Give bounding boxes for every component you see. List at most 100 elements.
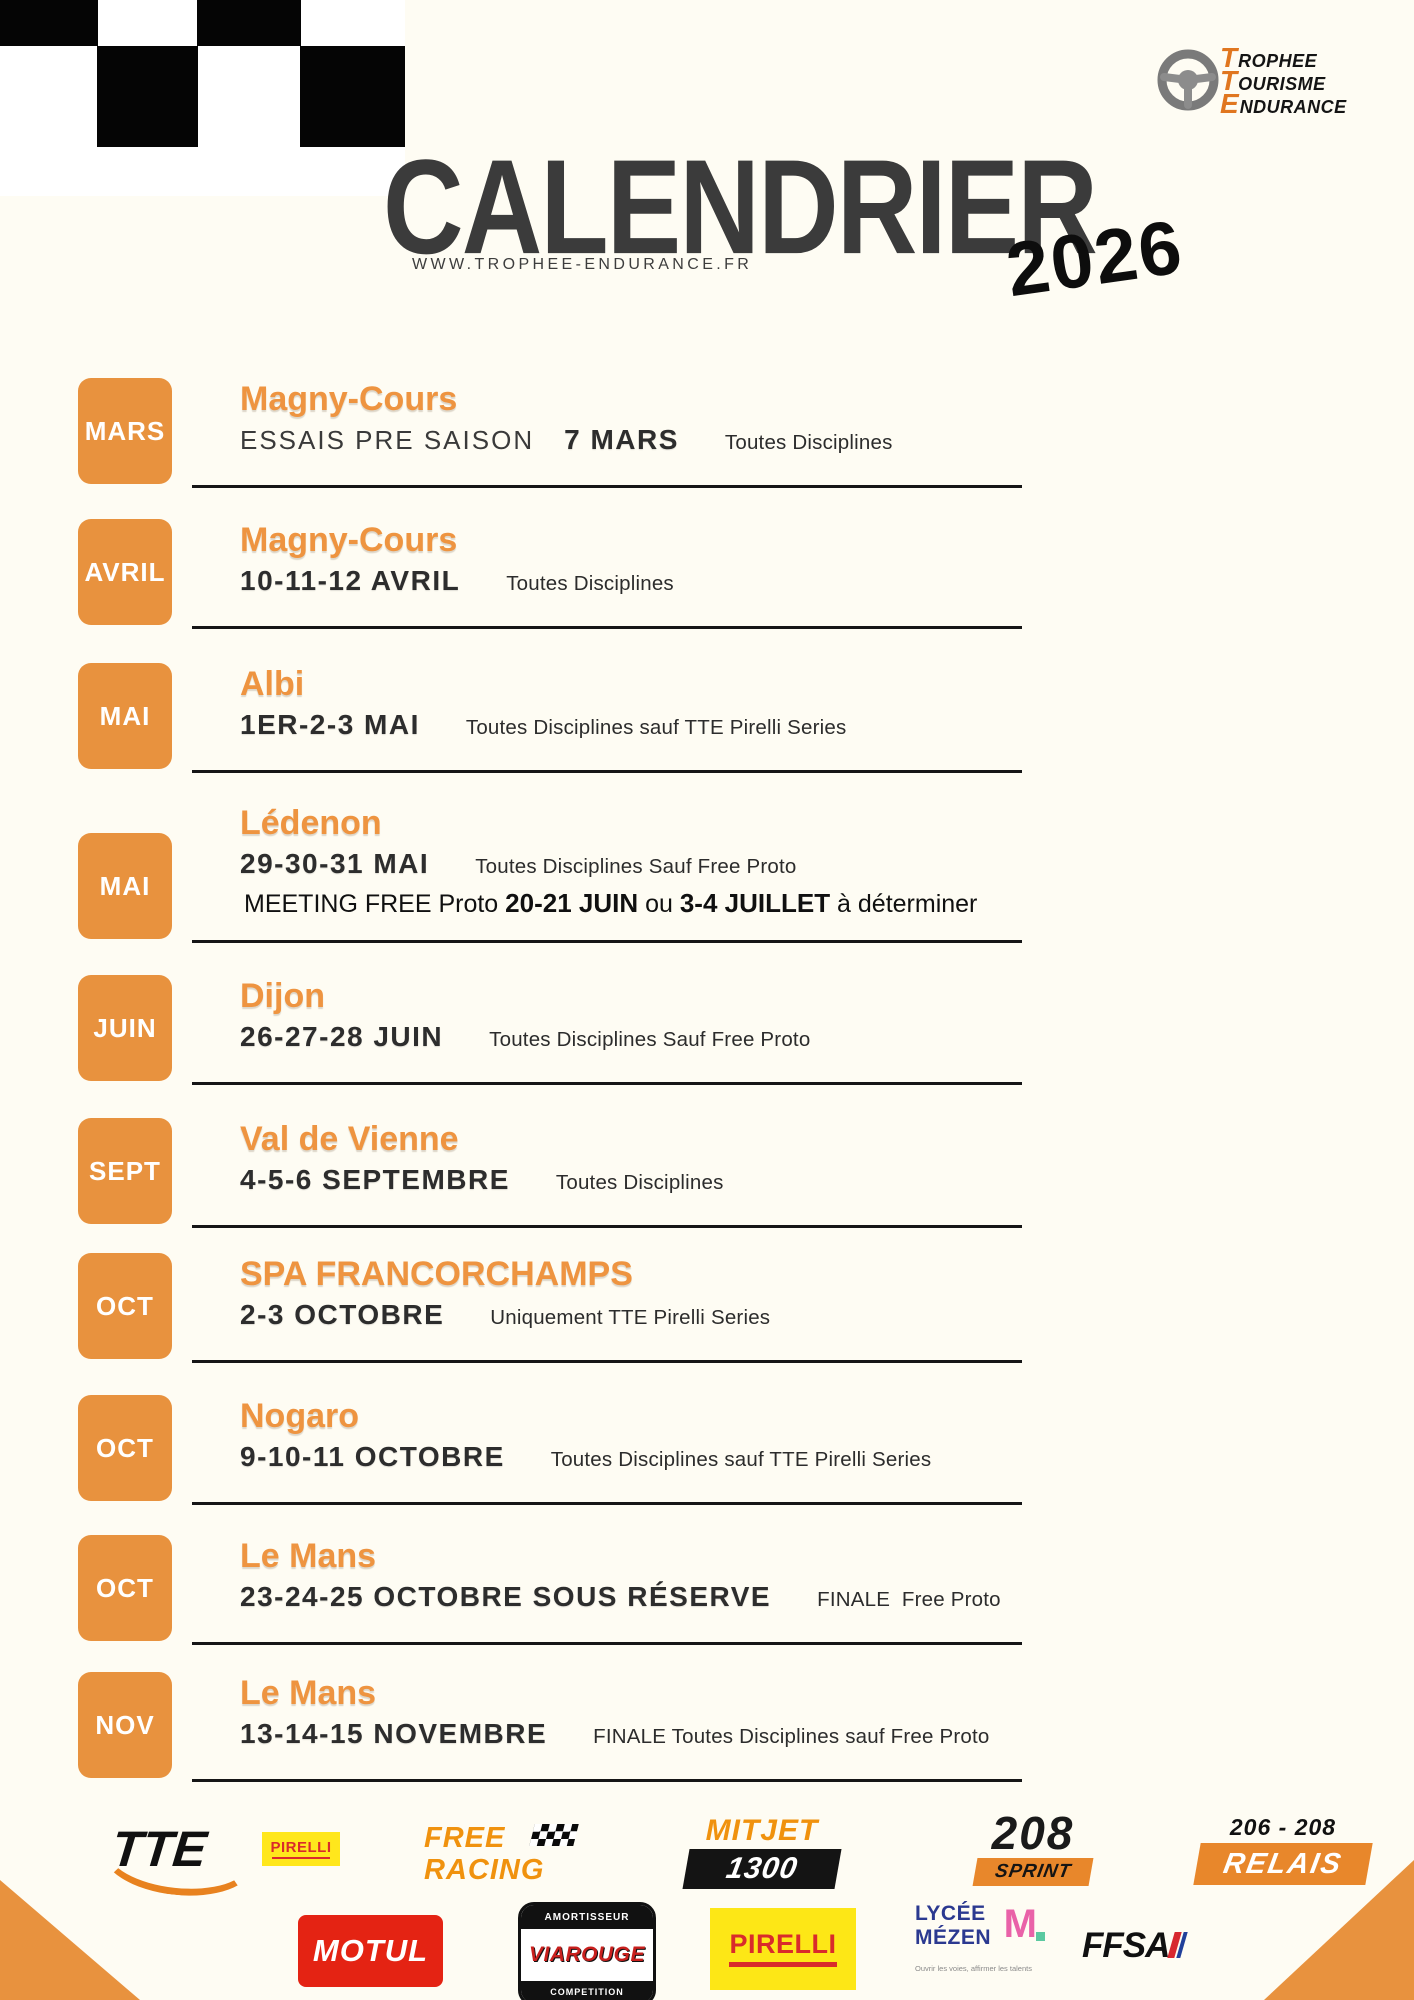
sponsor-lycee-mezen-logo: LYCÉE MÉZEN M Ouvrir les voies, affirmer…: [915, 1902, 1055, 1998]
event-disciplines-note: Uniquement TTE Pirelli Series: [490, 1306, 771, 1329]
event-date-line: 1ER-2-3 MAI Toutes Disciplines sauf TTE P…: [240, 711, 846, 739]
event-disciplines-note: Toutes Disciplines Sauf Free Proto: [475, 855, 797, 878]
page-title: CALENDRIER: [383, 132, 1098, 283]
206-208-text: 206 - 208: [1229, 1814, 1337, 1840]
pirelli-text: PIRELLI: [729, 1929, 837, 1959]
event-extra-line: MEETING FREE Proto 20-21 JUIN ou 3-4 JUI…: [244, 890, 977, 917]
free-racing-line2: RACING: [424, 1854, 545, 1886]
sponsor-viarouge-logo: AMORTISSEUR VIAROUGE COMPETITION: [518, 1902, 656, 2000]
event-row: OCT Nogaro 9-10-11 OCTOBRE Toutes Disciplin…: [0, 1395, 1414, 1525]
event-date-line: 13-14-15 NOVEMBRE FINALE Toutes Disciplin…: [240, 1720, 990, 1748]
event-row: MAI Lédenon 29-30-31 MAI Toutes Disciplines…: [0, 806, 1414, 963]
sponsor-ffsa-logo: FFSA: [1082, 1920, 1212, 1970]
mezen-dot: [1036, 1932, 1045, 1941]
viarouge-top-text: AMORTISSEUR: [521, 1905, 653, 1929]
event-date: 26-27-28 JUIN: [240, 1021, 444, 1052]
tte-logo-line: T ROPHEE: [1220, 44, 1347, 72]
event-extra-segment: 3-4 JUILLET: [679, 888, 831, 918]
tte-rest: ROPHEE: [1238, 51, 1318, 71]
tte-logo-line: E NDURANCE: [1220, 90, 1347, 118]
row-separator-line: [192, 1082, 1022, 1085]
event-disciplines-note: Toutes Disciplines: [506, 572, 674, 595]
month-badge: SEPT: [78, 1118, 172, 1224]
sponsor-tte-script-logo: TTE: [98, 1812, 258, 1903]
event-disciplines-note: FINALE Free Proto: [817, 1588, 1001, 1611]
motul-text: MOTUL: [312, 1933, 429, 1968]
month-badge: MAI: [78, 663, 172, 769]
event-date: 13-14-15 NOVEMBRE: [240, 1718, 548, 1749]
208-text: 208: [991, 1807, 1075, 1859]
event-row: OCT SPA FRANCORCHAMPS 2-3 OCTOBRE Uniquemen…: [0, 1253, 1414, 1383]
tte-logo-line: T OURISME: [1220, 67, 1347, 95]
sponsor-free-racing-logo: FREE RACING: [424, 1822, 624, 1886]
row-separator-line: [192, 1779, 1022, 1782]
venue-name: Magny-Cours: [240, 521, 458, 559]
tte-rest: OURISME: [1238, 74, 1326, 94]
event-date: 9-10-11 OCTOBRE: [240, 1441, 505, 1472]
row-separator-line: [192, 1502, 1022, 1505]
corner-triangle-left: [0, 1880, 140, 2000]
sponsor-motul-logo: MOTUL: [298, 1915, 443, 1987]
event-date-line: 23-24-25 OCTOBRE SOUS RÉSERVE FINALE Free…: [240, 1583, 1001, 1611]
sprint-box: SPRINT: [972, 1858, 1094, 1886]
viarouge-bottom-text: COMPETITION: [521, 1981, 653, 2000]
mezen-tagline: Ouvrir les voies, affirmer les talents: [915, 1964, 1032, 1973]
row-separator-line: [192, 940, 1022, 943]
tte-initial: T: [1220, 42, 1238, 73]
sponsor-pirelli-logo: PIRELLI: [710, 1908, 856, 1990]
month-badge: MARS: [78, 378, 172, 484]
tte-initial: T: [1220, 65, 1238, 96]
event-date: 1ER-2-3 MAI: [240, 709, 420, 740]
month-badge: AVRIL: [78, 519, 172, 625]
event-date-line: ESSAIS PRE SAISON 7 MARS Toutes Discipline…: [240, 426, 893, 454]
month-badge: MAI: [78, 833, 172, 939]
tte-rest: NDURANCE: [1239, 97, 1347, 117]
checker-square: [97, 46, 198, 147]
month-badge: OCT: [78, 1395, 172, 1501]
checker-square: [197, 0, 301, 46]
checker-square: [300, 46, 405, 147]
sponsor-pirelli-small-logo: PIRELLI: [262, 1832, 340, 1866]
venue-name: Albi: [240, 665, 305, 703]
event-disciplines-note: Toutes Disciplines Sauf Free Proto: [489, 1028, 811, 1051]
pirelli-underline: [272, 1856, 330, 1859]
event-date: 2-3 OCTOBRE: [240, 1299, 445, 1330]
free-racing-line1: FREE: [424, 1822, 506, 1854]
event-date: 23-24-25 OCTOBRE SOUS RÉSERVE: [240, 1581, 772, 1612]
event-date-line: 2-3 OCTOBRE Uniquement TTE Pirelli Series: [240, 1301, 770, 1329]
venue-name: Dijon: [240, 977, 325, 1015]
event-row: NOV Le Mans 13-14-15 NOVEMBRE FINALE Toutes…: [0, 1672, 1414, 1802]
event-disciplines-note: Toutes Disciplines sauf TTE Pirelli Seri…: [550, 1448, 932, 1471]
ffsa-text: FFSA: [1082, 1925, 1170, 1965]
event-date-line: 9-10-11 OCTOBRE Toutes Disciplines sauf T…: [240, 1443, 931, 1471]
mitjet-text: MITJET: [705, 1814, 819, 1847]
venue-name: Magny-Cours: [240, 380, 458, 418]
steering-wheel-icon: [1157, 49, 1219, 111]
pirelli-underline: [729, 1962, 837, 1967]
lycee-text: LYCÉE: [915, 1902, 986, 1925]
checkered-flag: [0, 0, 405, 196]
month-badge: OCT: [78, 1253, 172, 1359]
mezen-text: MÉZEN: [915, 1926, 991, 1950]
venue-name: Val de Vienne: [240, 1120, 459, 1158]
relais-box: RELAIS: [1193, 1843, 1373, 1885]
row-separator-line: [192, 1225, 1022, 1228]
venue-name: SPA FRANCORCHAMPS: [240, 1255, 633, 1293]
mitjet-1300-box: 1300: [682, 1849, 842, 1889]
mitjet-1300-text: 1300: [723, 1852, 801, 1885]
event-row: JUIN Dijon 26-27-28 JUIN Toutes Disciplines…: [0, 975, 1414, 1105]
event-disciplines-note: Toutes Disciplines sauf TTE Pirelli Seri…: [465, 716, 847, 739]
event-date-line: 26-27-28 JUIN Toutes Disciplines Sauf Fre…: [240, 1023, 810, 1051]
sponsor-mitjet-1300-logo: MITJET 1300: [662, 1814, 862, 1889]
event-disciplines-note: FINALE Toutes Disciplines sauf Free Prot…: [593, 1725, 990, 1748]
venue-name: Le Mans: [240, 1537, 377, 1575]
venue-name: Le Mans: [240, 1674, 377, 1712]
relais-text: RELAIS: [1221, 1847, 1346, 1880]
row-separator-line: [192, 770, 1022, 773]
event-prefix: ESSAIS PRE SAISON: [240, 425, 535, 455]
venue-name: Lédenon: [240, 804, 382, 842]
checkered-flag-icon: [529, 1824, 579, 1846]
event-extra-segment: 20-21 JUIN: [505, 888, 639, 918]
event-row: AVRIL Magny-Cours 10-11-12 AVRIL Toutes Dis…: [0, 519, 1414, 649]
event-extra-segment: à déterminer: [830, 890, 978, 918]
